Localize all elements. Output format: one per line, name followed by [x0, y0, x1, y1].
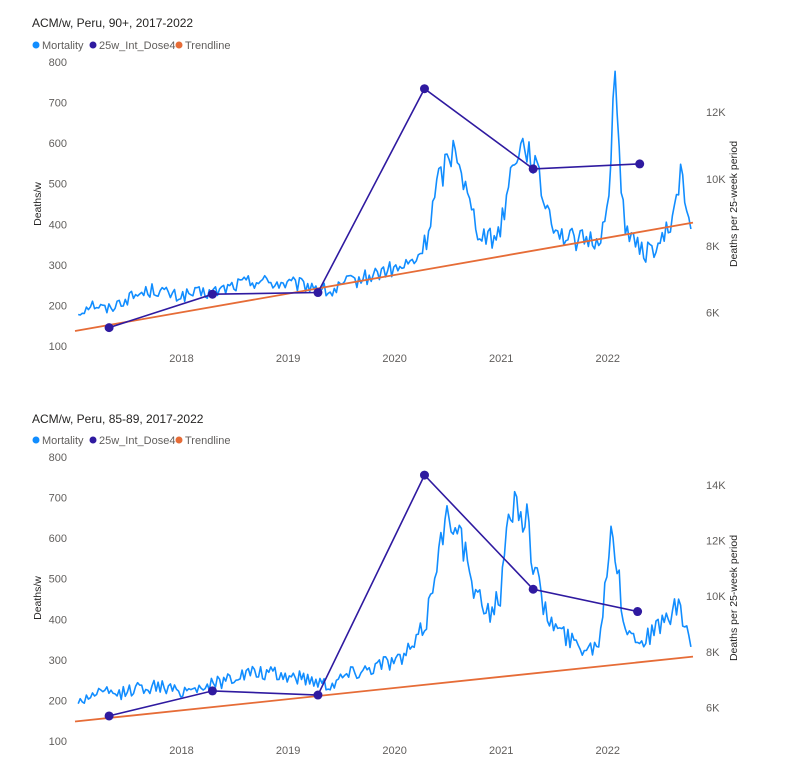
- chart-title: ACM/w, Peru, 90+, 2017-2022: [32, 16, 193, 30]
- y-tick-label: 200: [49, 695, 67, 707]
- dose4-series-line: [108, 87, 640, 329]
- dose4-point: [419, 84, 429, 94]
- mortality-series-line: [78, 70, 692, 316]
- y-ticks: 100 200 300 400 500 600 700 800: [49, 452, 67, 748]
- x-tick-label: 2018: [169, 745, 193, 757]
- dose4-series-line: [108, 473, 638, 717]
- y-ticks: 100 200 300 400 500 600 700 800: [49, 57, 67, 353]
- y-axis-title: Deaths/w: [32, 182, 44, 226]
- y-tick-label: 800: [49, 57, 67, 69]
- y2-ticks: 6K 8K 10K 12K 14K: [706, 480, 726, 715]
- dose4-point: [419, 470, 429, 480]
- trendline: [74, 221, 694, 332]
- y2-tick-label: 10K: [706, 174, 726, 186]
- plot-area: [74, 470, 694, 723]
- x-tick-label: 2022: [596, 745, 620, 757]
- legend-marker-trendline: [175, 436, 183, 444]
- x-tick-label: 2019: [276, 745, 300, 757]
- dose4-point: [313, 690, 323, 700]
- y-tick-label: 600: [49, 138, 67, 150]
- y2-tick-label: 6K: [706, 703, 720, 715]
- y-tick-label: 500: [49, 179, 67, 191]
- chart-title: ACM/w, Peru, 85-89, 2017-2022: [32, 412, 204, 426]
- plot-area: [74, 70, 694, 333]
- legend-label-trendline: Trendline: [185, 40, 230, 52]
- legend-marker-mortality: [32, 41, 40, 49]
- legend-marker-dose4: [89, 41, 97, 49]
- x-tick-label: 2019: [276, 353, 300, 365]
- dose4-point: [635, 159, 645, 169]
- chart-90-plus: ACM/w, Peru, 90+, 2017-2022 Mortality 25…: [32, 16, 740, 365]
- x-tick-label: 2021: [489, 745, 513, 757]
- y2-ticks: 6K 8K 10K 12K: [706, 107, 726, 319]
- x-tick-label: 2020: [382, 745, 406, 757]
- y-tick-label: 100: [49, 341, 67, 353]
- dose4-point: [104, 323, 114, 333]
- y2-tick-label: 12K: [706, 536, 726, 548]
- y-tick-label: 700: [49, 98, 67, 110]
- y-tick-label: 300: [49, 655, 67, 667]
- y2-tick-label: 8K: [706, 647, 720, 659]
- x-tick-label: 2018: [169, 353, 193, 365]
- y-tick-label: 200: [49, 300, 67, 312]
- y2-axis-title: Deaths per 25-week period: [728, 535, 740, 661]
- legend-label-trendline: Trendline: [185, 435, 230, 447]
- dose4-point: [207, 686, 217, 696]
- legend-marker-dose4: [89, 436, 97, 444]
- y-tick-label: 300: [49, 260, 67, 272]
- x-ticks: 2018 2019 2020 2021 2022: [169, 745, 620, 757]
- legend: Mortality 25w_Int_Dose4 Trendline: [32, 40, 230, 52]
- trendline: [74, 655, 694, 723]
- legend-label-dose4: 25w_Int_Dose4: [99, 435, 175, 447]
- legend-label-mortality: Mortality: [42, 40, 84, 52]
- x-tick-label: 2020: [382, 353, 406, 365]
- legend-marker-mortality: [32, 436, 40, 444]
- legend-marker-trendline: [175, 41, 183, 49]
- y2-tick-label: 6K: [706, 308, 720, 320]
- x-ticks: 2018 2019 2020 2021 2022: [169, 353, 620, 365]
- y-tick-label: 800: [49, 452, 67, 464]
- x-tick-label: 2021: [489, 353, 513, 365]
- y-tick-label: 700: [49, 493, 67, 505]
- y-tick-label: 400: [49, 614, 67, 626]
- x-tick-label: 2022: [596, 353, 620, 365]
- y2-tick-label: 10K: [706, 591, 726, 603]
- y2-tick-label: 12K: [706, 107, 726, 119]
- chart-85-89: ACM/w, Peru, 85-89, 2017-2022 Mortality …: [32, 412, 740, 757]
- dose4-point: [633, 607, 643, 617]
- y-tick-label: 500: [49, 574, 67, 586]
- legend-label-mortality: Mortality: [42, 435, 84, 447]
- legend: Mortality 25w_Int_Dose4 Trendline: [32, 435, 230, 447]
- dose4-point: [528, 584, 538, 594]
- y-tick-label: 400: [49, 219, 67, 231]
- y-tick-label: 600: [49, 533, 67, 545]
- mortality-series-line: [77, 490, 692, 704]
- legend-label-dose4: 25w_Int_Dose4: [99, 40, 175, 52]
- y2-tick-label: 8K: [706, 241, 720, 253]
- y2-axis-title: Deaths per 25-week period: [728, 141, 740, 267]
- y-axis-title: Deaths/w: [32, 576, 44, 620]
- dose4-point: [528, 164, 538, 174]
- dose4-point: [104, 711, 114, 721]
- dose4-point: [207, 289, 217, 299]
- dose4-point: [313, 288, 323, 298]
- y-tick-label: 100: [49, 736, 67, 748]
- y2-tick-label: 14K: [706, 480, 726, 492]
